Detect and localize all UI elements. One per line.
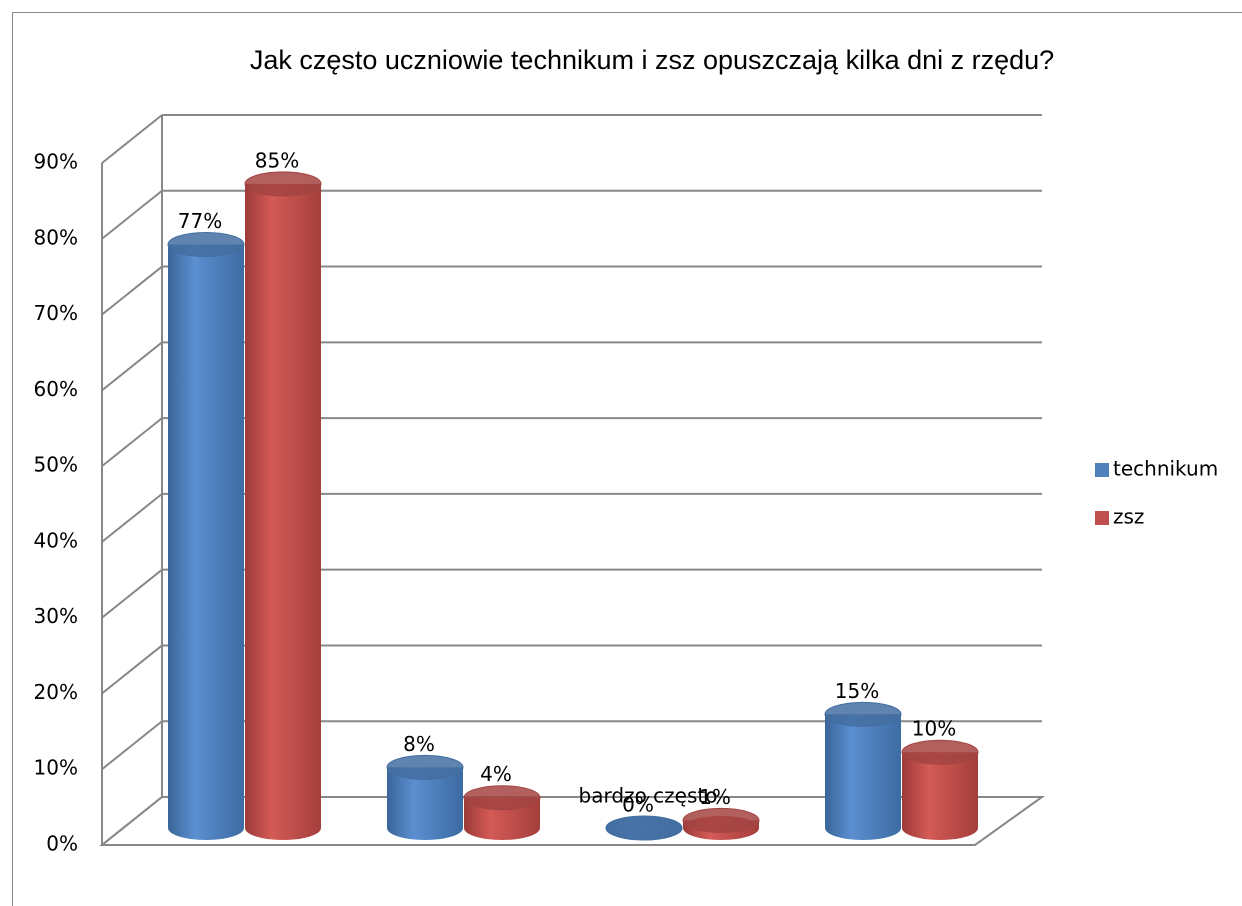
legend-label: technikum (1113, 457, 1218, 481)
bar-top (605, 815, 683, 841)
bar-top (682, 807, 760, 833)
bar-top (386, 754, 464, 780)
grid-line (101, 493, 163, 543)
value-label: 4% (480, 762, 512, 786)
bar-top (901, 739, 979, 765)
legend-swatch (1095, 511, 1109, 525)
chart-frame (12, 12, 1242, 906)
y-tick-label: 30% (34, 604, 78, 628)
bar (244, 171, 322, 840)
y-tick-label: 60% (34, 377, 78, 401)
grid-line (101, 796, 163, 846)
value-label: 77% (178, 209, 222, 233)
legend-label: zsz (1113, 505, 1144, 529)
grid-line (101, 644, 163, 695)
y-tick-label: 80% (34, 225, 78, 249)
y-tick-label: 50% (34, 453, 78, 477)
bar (824, 701, 902, 840)
grid-line (101, 114, 163, 164)
grid-line (101, 568, 163, 619)
y-tick-label: 70% (34, 301, 78, 325)
value-label: 0% (622, 793, 654, 817)
bar-top (824, 701, 902, 727)
y-tick-label: 20% (34, 680, 78, 704)
value-label: 85% (255, 148, 299, 172)
legend-swatch (1095, 463, 1109, 477)
value-label: 8% (403, 732, 435, 756)
bar-body (168, 244, 244, 828)
grid-line (101, 265, 163, 316)
x-tick-label: bardzo często (579, 784, 718, 808)
bar (682, 807, 760, 840)
value-label: 1% (699, 785, 731, 809)
bar-body (245, 183, 321, 828)
bar (901, 739, 979, 840)
chart-title: Jak często uczniowie technikum i zsz opu… (250, 45, 1054, 75)
y-tick-label: 40% (34, 528, 78, 552)
value-label: 10% (912, 717, 956, 741)
grid-line (101, 189, 163, 240)
bar (167, 232, 245, 840)
bar-top (167, 232, 245, 258)
bar-top (463, 785, 541, 811)
bar-body (902, 752, 978, 828)
y-tick-label: 10% (34, 756, 78, 780)
grid-line (101, 720, 163, 771)
bar (386, 754, 464, 840)
y-tick-label: 0% (46, 832, 78, 856)
bar-top (244, 171, 322, 197)
grid-line (101, 417, 163, 467)
bar (463, 785, 541, 840)
y-tick-label: 90% (34, 150, 78, 174)
value-label: 15% (835, 679, 879, 703)
bar-body (825, 714, 901, 828)
grid-line (101, 341, 163, 392)
bar (605, 815, 683, 841)
